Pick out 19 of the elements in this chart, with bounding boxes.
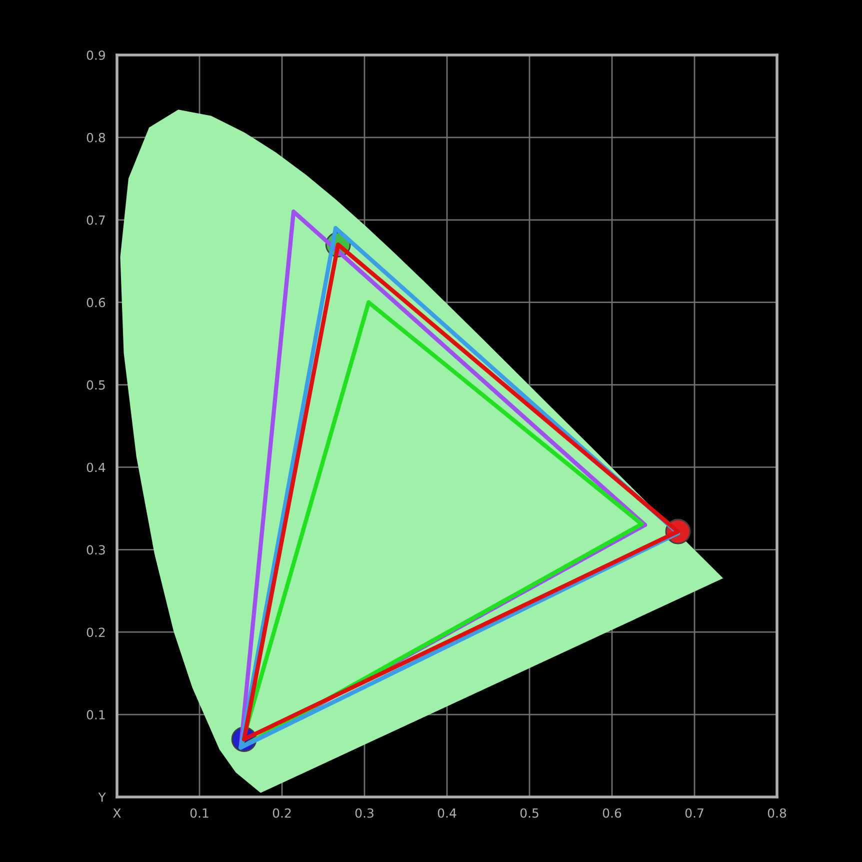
- y-tick-label: 0.4: [86, 462, 106, 472]
- x-tick-label: 0.4: [438, 808, 456, 818]
- y-tick-label: 0.2: [86, 628, 105, 638]
- y-tick-label: 0.8: [86, 132, 106, 142]
- y-tick-label: 0.6: [86, 298, 106, 308]
- x-tick-label: X: [113, 808, 121, 818]
- y-tick-label: Y: [98, 792, 106, 802]
- x-tick-label: 0.2: [272, 808, 291, 818]
- y-tick-label: 0.1: [86, 710, 105, 720]
- y-tick-label: 0.5: [86, 380, 105, 390]
- x-tick-label: 0.1: [190, 808, 208, 818]
- x-tick-label: 0.5: [520, 808, 538, 818]
- y-tick-label: 0.7: [86, 215, 105, 225]
- x-tick-label: 0.8: [768, 808, 786, 818]
- y-tick-label: 0.3: [86, 545, 105, 555]
- y-tick-label: 0.9: [86, 50, 106, 60]
- x-tick-label: 0.6: [602, 808, 622, 818]
- x-tick-label: 0.7: [685, 808, 704, 818]
- x-tick-label: 0.3: [355, 808, 374, 818]
